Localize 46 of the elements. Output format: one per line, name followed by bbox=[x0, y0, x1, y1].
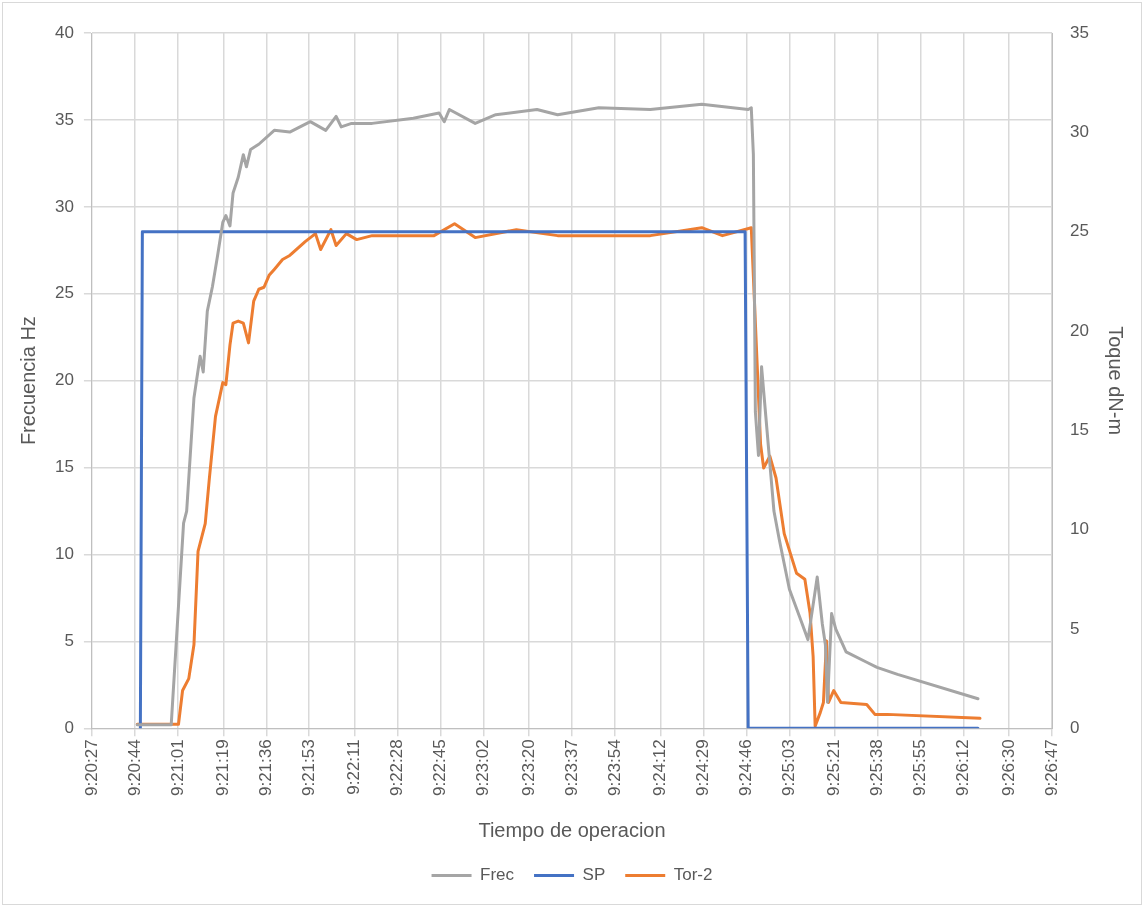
legend-label: SP bbox=[582, 865, 606, 885]
x-axis-title: Tiempo de operacion bbox=[478, 818, 666, 841]
y2-tick-label: 0 bbox=[1070, 717, 1080, 737]
x-tick-label: 9:25:38 bbox=[867, 739, 887, 797]
x-tick-label: 9:22:28 bbox=[387, 739, 407, 797]
y-axis-title: Frecuencia Hz bbox=[16, 316, 39, 446]
x-tick-label: 9:23:54 bbox=[604, 739, 624, 797]
x-tick-label: 9:23:37 bbox=[561, 739, 581, 797]
y-tick-label: 30 bbox=[54, 196, 74, 216]
y2-tick-label: 20 bbox=[1070, 320, 1090, 340]
x-tick-label: 9:25:55 bbox=[910, 739, 930, 797]
y2-tick-label: 10 bbox=[1070, 519, 1090, 539]
x-tick-label: 9:21:53 bbox=[298, 739, 318, 797]
x-tick-label: 9:26:47 bbox=[1041, 739, 1061, 797]
x-tick-label: 9:25:21 bbox=[824, 739, 844, 797]
x-tick-label: 9:22:45 bbox=[430, 739, 450, 797]
y2-tick-label: 5 bbox=[1070, 618, 1080, 638]
x-tick-label: 9:21:36 bbox=[255, 739, 275, 797]
y2-tick-label: 30 bbox=[1070, 122, 1090, 142]
x-tick-label: 9:24:46 bbox=[736, 739, 756, 797]
y2-axis-title: Toque dN-m bbox=[1105, 326, 1128, 436]
x-tick-label: 9:24:29 bbox=[693, 739, 713, 797]
y-tick-label: 25 bbox=[54, 283, 74, 303]
y-tick-label: 40 bbox=[54, 22, 74, 42]
legend-label: Tor-2 bbox=[673, 865, 713, 885]
x-tick-label: 9:25:03 bbox=[778, 739, 798, 797]
legend-label: Frec bbox=[480, 865, 515, 885]
x-tick-label: 9:23:02 bbox=[473, 739, 493, 797]
x-tick-label: 9:23:20 bbox=[518, 739, 538, 797]
x-tick-label: 9:26:12 bbox=[953, 739, 973, 797]
x-tick-label: 9:22:11 bbox=[344, 739, 364, 795]
y-tick-label: 10 bbox=[54, 544, 74, 564]
y-tick-label: 35 bbox=[54, 109, 74, 129]
y-tick-label: 0 bbox=[64, 717, 74, 737]
y2-tick-label: 15 bbox=[1070, 419, 1090, 439]
x-tick-label: 9:24:12 bbox=[650, 739, 670, 797]
x-tick-label: 9:20:44 bbox=[124, 739, 144, 797]
y-tick-label: 20 bbox=[54, 370, 74, 390]
x-tick-label: 9:21:19 bbox=[212, 739, 232, 797]
y-tick-label: 15 bbox=[54, 457, 74, 477]
x-tick-label: 9:21:01 bbox=[167, 739, 187, 797]
y2-tick-label: 35 bbox=[1070, 22, 1090, 42]
x-tick-label: 9:26:30 bbox=[998, 739, 1018, 797]
x-tick-label: 9:20:27 bbox=[81, 739, 101, 797]
y2-tick-label: 25 bbox=[1070, 221, 1090, 241]
y-tick-label: 5 bbox=[64, 631, 74, 651]
